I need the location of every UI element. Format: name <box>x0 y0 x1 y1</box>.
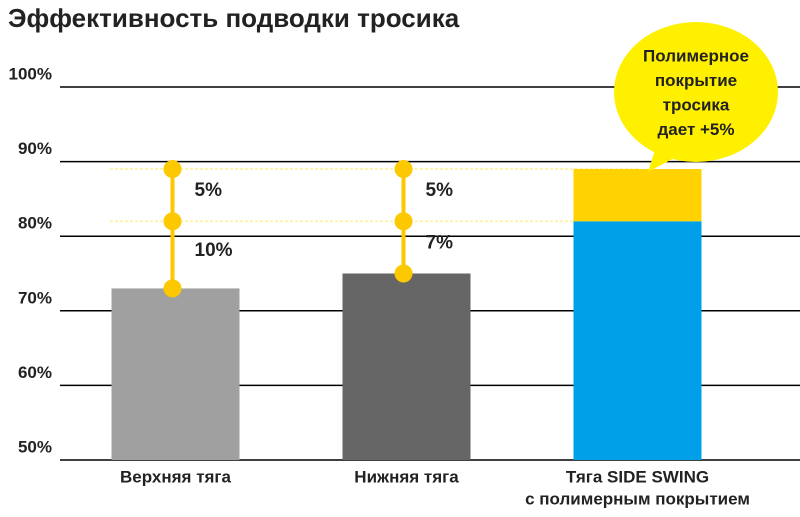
gap-label: 10% <box>195 240 233 261</box>
x-tick-label: с полимерным покрытием <box>525 489 750 508</box>
callout-text: дает +5% <box>657 120 734 139</box>
y-tick-label: 60% <box>18 363 52 382</box>
x-tick-label: Нижняя тяга <box>354 467 459 486</box>
callout-text: покрытие <box>655 71 737 90</box>
bar <box>111 288 240 460</box>
marker-dot <box>394 212 413 231</box>
x-tick-label: Тяга SIDE SWING <box>566 467 709 486</box>
marker-dot <box>394 160 413 179</box>
gap-label: 7% <box>426 232 454 253</box>
y-tick-label: 100% <box>9 64 52 83</box>
marker-dot <box>394 264 413 283</box>
x-tick-label: Верхняя тяга <box>120 467 232 486</box>
bar <box>573 221 702 460</box>
y-tick-label: 50% <box>18 437 52 456</box>
bar <box>342 273 471 460</box>
marker-dot <box>163 160 182 179</box>
y-tick-label: 90% <box>18 139 52 158</box>
callout-text: Полимерное <box>643 46 749 65</box>
marker-dot <box>163 279 182 298</box>
gap-label: 5% <box>195 180 223 201</box>
gap-label: 5% <box>426 180 454 201</box>
y-tick-label: 80% <box>18 214 52 233</box>
chart-title: Эффективность подводки тросика <box>8 3 460 33</box>
y-tick-label: 70% <box>18 288 52 307</box>
callout-bubble <box>614 22 778 162</box>
callout-text: тросика <box>663 95 730 114</box>
marker-dot <box>163 212 182 231</box>
bar <box>573 169 702 222</box>
